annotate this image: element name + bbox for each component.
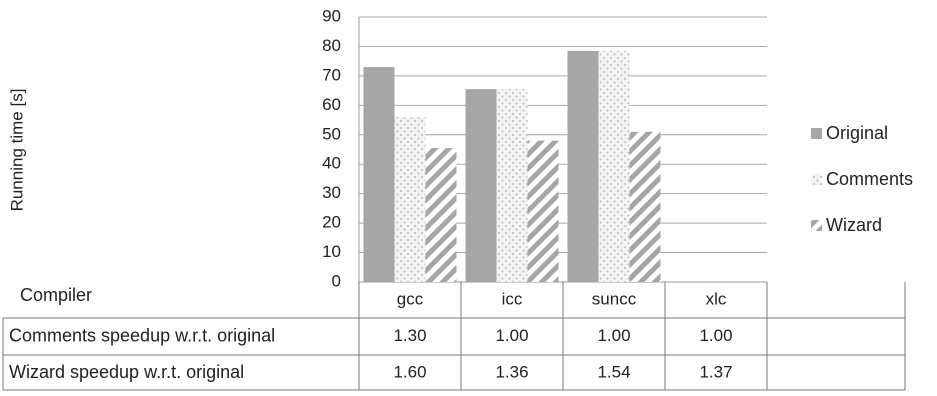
y-axis-title: Running time [s] bbox=[7, 89, 26, 212]
table-cell: 1.00 bbox=[699, 326, 732, 345]
table-cell: 1.00 bbox=[495, 326, 528, 345]
y-tick-label: 10 bbox=[322, 242, 341, 261]
table-cell: 1.30 bbox=[393, 326, 426, 345]
y-tick-label: 90 bbox=[322, 6, 341, 25]
table-cell: 1.60 bbox=[393, 362, 426, 381]
bar-wizard-icc bbox=[527, 140, 559, 282]
table-cell: 1.37 bbox=[699, 362, 732, 381]
y-tick-label: 80 bbox=[322, 36, 341, 55]
bar-comments-suncc bbox=[598, 50, 630, 282]
legend-swatch-comments bbox=[811, 174, 822, 185]
y-tick-label: 0 bbox=[332, 271, 341, 290]
bar-comments-icc bbox=[496, 89, 528, 282]
y-tick-label: 40 bbox=[322, 154, 341, 173]
x-tick-label: suncc bbox=[592, 289, 637, 308]
y-tick-label: 30 bbox=[322, 183, 341, 202]
table-row-label: Wizard speedup w.r.t. original bbox=[9, 362, 244, 382]
table-cell: 1.00 bbox=[597, 326, 630, 345]
x-tick-label: gcc bbox=[397, 289, 424, 308]
table-cell: 1.36 bbox=[495, 362, 528, 381]
bar-wizard-suncc bbox=[629, 131, 661, 282]
legend-label-original: Original bbox=[826, 123, 888, 143]
y-tick-label: 20 bbox=[322, 213, 341, 232]
legend-swatch-original bbox=[811, 128, 822, 139]
y-tick-label: 60 bbox=[322, 95, 341, 114]
legend-label-comments: Comments bbox=[826, 169, 913, 189]
y-tick-label: 50 bbox=[322, 124, 341, 143]
x-tick-label: icc bbox=[502, 289, 523, 308]
bar-original-suncc bbox=[567, 50, 599, 282]
table-header-label: Compiler bbox=[20, 285, 92, 305]
legend-label-wizard: Wizard bbox=[826, 215, 882, 235]
bar-wizard-gcc bbox=[425, 148, 457, 282]
legend-swatch-wizard bbox=[811, 220, 822, 231]
y-tick-label: 70 bbox=[322, 65, 341, 84]
bar-original-icc bbox=[465, 89, 497, 282]
table-row-label: Comments speedup w.r.t. original bbox=[9, 325, 275, 345]
bar-comments-gcc bbox=[394, 117, 426, 282]
x-tick-label: xlc bbox=[706, 289, 727, 308]
bar-original-gcc bbox=[363, 67, 395, 282]
table-cell: 1.54 bbox=[597, 362, 630, 381]
